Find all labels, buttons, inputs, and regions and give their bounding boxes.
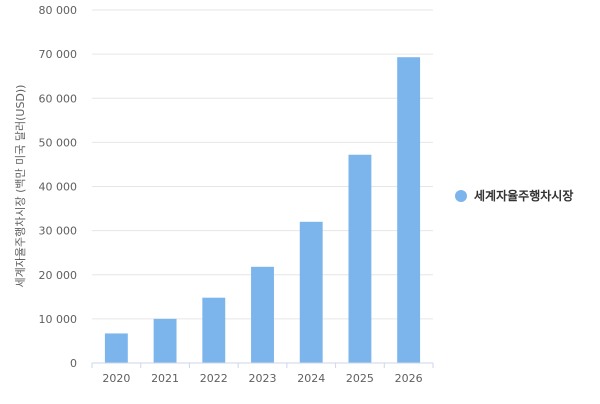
x-tick-label: 2020 bbox=[102, 372, 130, 385]
x-axis-ticks: 2020 2021 2022 2023 2024 2025 2026 bbox=[91, 363, 434, 385]
y-tick-label: 30 000 bbox=[39, 225, 78, 238]
bar-2021[interactable] bbox=[153, 318, 177, 363]
bar-2022[interactable] bbox=[202, 297, 226, 363]
legend[interactable]: 세계자율주행차시장 bbox=[455, 188, 573, 203]
bar-2026[interactable] bbox=[397, 57, 421, 364]
x-tick-label: 2023 bbox=[249, 372, 277, 385]
y-tick-label: 10 000 bbox=[39, 313, 78, 326]
y-tick-label: 80 000 bbox=[39, 4, 78, 17]
y-axis-ticks: 0 10 000 20 000 30 000 40 000 50 000 60 000 70 … bbox=[39, 4, 78, 370]
legend-label: 세계자율주행차시장 bbox=[474, 188, 573, 203]
y-tick-label: 0 bbox=[70, 357, 77, 370]
legend-swatch-icon bbox=[455, 190, 467, 202]
x-tick-label: 2026 bbox=[395, 372, 423, 385]
bar-2024[interactable] bbox=[299, 221, 323, 363]
y-tick-label: 50 000 bbox=[39, 136, 78, 149]
bar-2023[interactable] bbox=[251, 266, 274, 363]
y-tick-label: 20 000 bbox=[39, 269, 78, 282]
x-tick-label: 2021 bbox=[151, 372, 179, 385]
x-tick-label: 2025 bbox=[346, 372, 374, 385]
bars bbox=[104, 57, 421, 364]
y-axis-title: 세계자율주행차시장 (백만 미국 달러(USD)) bbox=[14, 85, 27, 288]
y-tick-label: 70 000 bbox=[39, 48, 78, 61]
y-tick-label: 40 000 bbox=[39, 181, 78, 194]
gridlines bbox=[92, 9, 433, 320]
bar-2020[interactable] bbox=[104, 333, 128, 363]
y-tick-label: 60 000 bbox=[39, 92, 78, 105]
bar-2025[interactable] bbox=[348, 154, 372, 363]
x-tick-label: 2024 bbox=[297, 372, 325, 385]
x-tick-label: 2022 bbox=[200, 372, 228, 385]
